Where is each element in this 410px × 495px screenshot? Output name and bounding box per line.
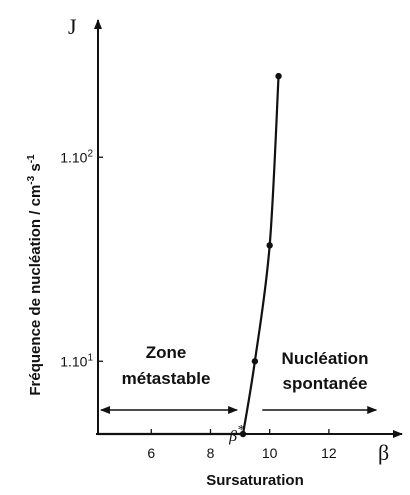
y-axis-title-exp1: -3 bbox=[26, 175, 37, 184]
y-tick-label-exponent: 1 bbox=[87, 352, 93, 363]
y-axis-symbol: J bbox=[68, 14, 77, 39]
y-axis-title-main: Fréquence de nucléation / cm bbox=[27, 185, 44, 396]
y-tick-label: 1.102 bbox=[60, 148, 93, 165]
spontaneous-label-line1: Nucléation bbox=[282, 349, 369, 368]
data-point bbox=[266, 242, 273, 249]
y-tick-label-base: 1.10 bbox=[60, 149, 87, 165]
series-markers bbox=[239, 72, 282, 438]
x-tick-label: 6 bbox=[147, 445, 155, 461]
metastable-label-line1: Zone bbox=[146, 343, 187, 362]
data-point bbox=[251, 358, 259, 365]
metastable-label-line2: métastable bbox=[122, 369, 211, 388]
x-tick-label: 8 bbox=[207, 445, 215, 461]
x-tick-label: 10 bbox=[262, 445, 278, 461]
data-point bbox=[275, 72, 282, 80]
data-point bbox=[239, 430, 247, 438]
y-axis-title-exp2: -1 bbox=[26, 154, 37, 163]
spontaneous-label-line2: spontanée bbox=[282, 374, 367, 393]
y-tick-label: 1.101 bbox=[60, 352, 93, 369]
beta-star-symbol: β bbox=[228, 428, 237, 445]
beta-star-asterisk: * bbox=[237, 423, 244, 438]
y-axis-title-mid: s bbox=[27, 163, 44, 176]
x-axis-title: Sursaturation bbox=[206, 472, 304, 489]
beta-star-label: β* bbox=[228, 423, 244, 445]
y-axis-title: Fréquence de nucléation / cm-3 s-1 bbox=[26, 154, 44, 396]
y-tick-label-exponent: 2 bbox=[87, 148, 93, 159]
x-axis-symbol: β bbox=[378, 440, 389, 465]
y-tick-label-base: 1.10 bbox=[60, 353, 87, 369]
x-ticks: 6 8 10 12 bbox=[147, 429, 337, 461]
series-line bbox=[98, 76, 280, 436]
x-tick-label: 12 bbox=[321, 445, 337, 461]
